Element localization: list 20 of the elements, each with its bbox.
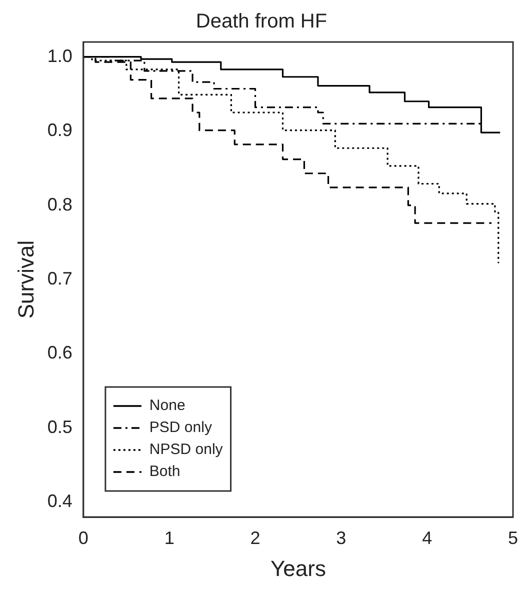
y-tick-label: 0.6 [47,342,72,363]
y-tick-label: 1.0 [47,46,72,66]
y-tick-label: 0.4 [47,491,72,512]
x-tick-label: 3 [336,528,346,548]
y-tick-label: 0.9 [47,120,72,140]
legend-label: Both [149,463,180,480]
y-tick-label: 0.7 [47,268,72,288]
x-axis-title: Years [270,556,326,581]
legend-label: PSD only [149,419,212,436]
x-tick-label: 4 [422,528,432,548]
x-tick-label: 0 [78,528,88,548]
y-tick-label: 0.8 [47,194,72,214]
legend-label: NPSD only [149,441,224,458]
y-tick-label: 0.5 [47,416,72,437]
x-tick-label: 1 [164,528,174,548]
y-axis-title: Survival [13,240,38,319]
legend-label: None [149,397,186,414]
x-tick-label: 5 [508,528,518,548]
chart-title: Death from HF [196,10,328,33]
x-tick-label: 2 [250,528,260,548]
